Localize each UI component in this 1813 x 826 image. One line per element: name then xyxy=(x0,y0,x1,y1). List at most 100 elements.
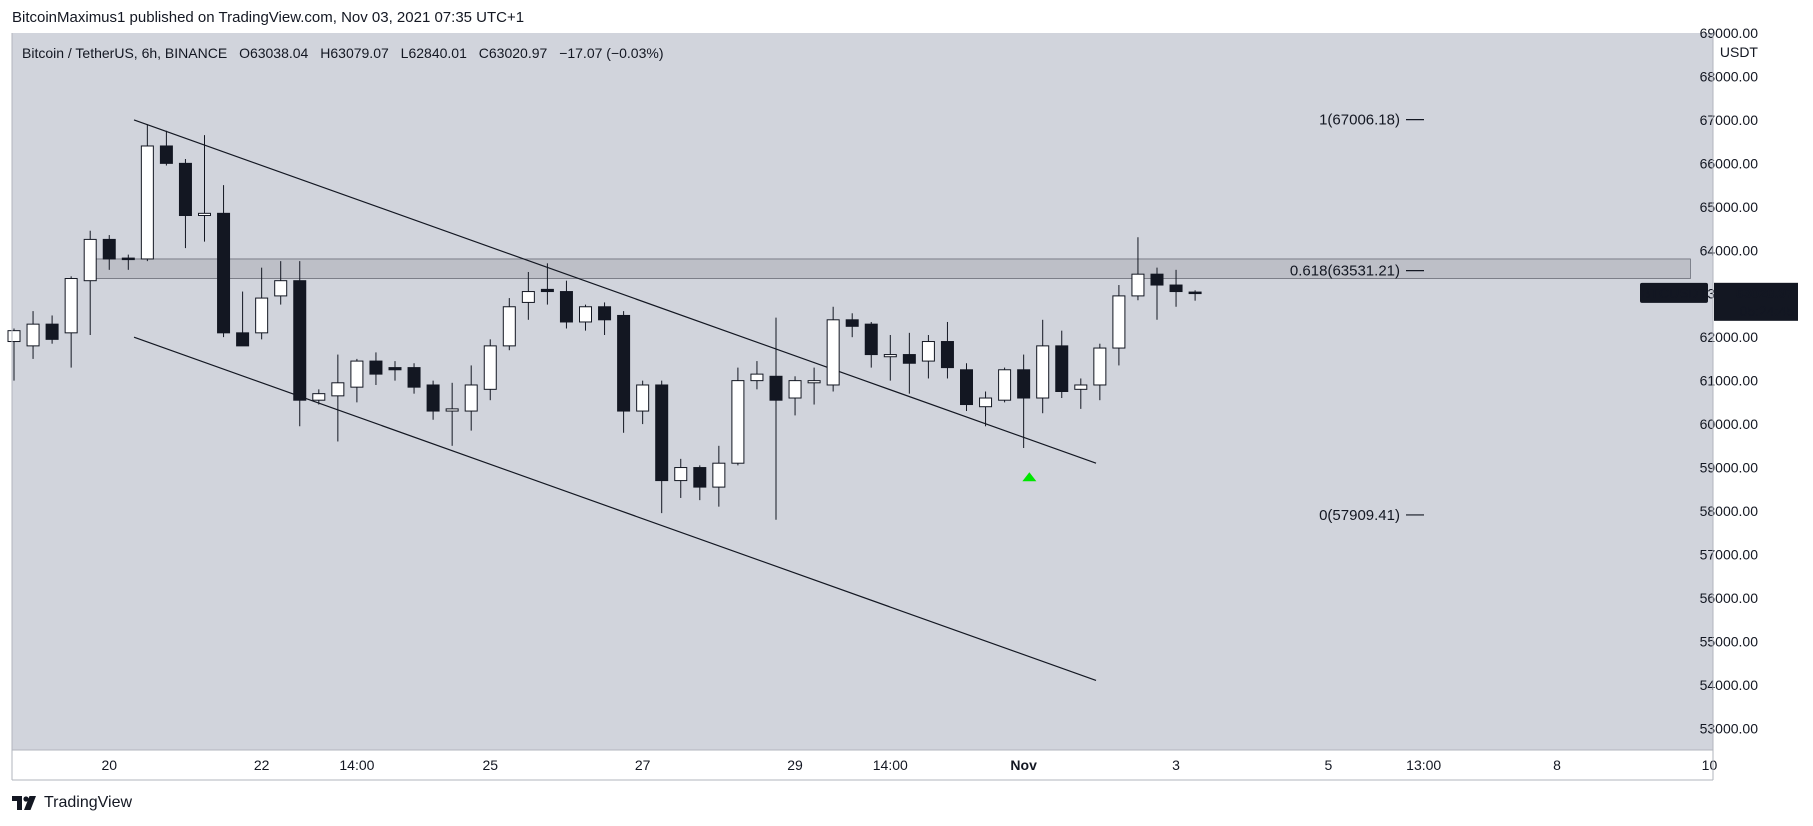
legend-open-label: O xyxy=(239,45,250,61)
candle xyxy=(769,317,783,520)
candle xyxy=(445,382,459,446)
candle-body-down xyxy=(769,375,783,401)
publisher-header: BitcoinMaximus1 published on TradingView… xyxy=(12,9,525,26)
resistance-zone-layer xyxy=(95,258,1691,279)
candle-body-down xyxy=(540,288,554,293)
candle xyxy=(83,230,97,336)
time-tick-label: 14:00 xyxy=(873,757,908,773)
candle xyxy=(331,354,345,442)
resistance-zone xyxy=(95,258,1691,279)
time-tick-label: 8 xyxy=(1553,757,1561,773)
candle-body-up xyxy=(255,297,269,334)
price-tick-label: 68000.00 xyxy=(1700,68,1759,84)
price-label-box xyxy=(1714,282,1798,321)
candle-body-down xyxy=(388,367,402,371)
price-tick-label: 53000.00 xyxy=(1700,720,1759,736)
candle-body-down xyxy=(1150,273,1164,286)
candles-layer xyxy=(7,124,1202,520)
time-tick-label: 27 xyxy=(635,757,651,773)
time-tick-label: Nov xyxy=(1010,757,1037,773)
footer: TradingView xyxy=(12,792,132,814)
fib-level-label: 0(57909.41) xyxy=(1319,507,1400,524)
candle-body-down xyxy=(693,467,707,488)
candle-body-up xyxy=(712,462,726,488)
candle xyxy=(693,465,707,501)
candle-body-up xyxy=(1131,273,1145,297)
candle xyxy=(198,135,211,242)
candle-body-up xyxy=(750,373,764,382)
price-tick-label: 64000.00 xyxy=(1700,242,1759,258)
candle-body-up xyxy=(483,345,497,390)
candle-body-down xyxy=(1169,284,1183,293)
time-tick-label: 22 xyxy=(254,757,270,773)
candle xyxy=(350,358,364,403)
time-tick-label: 25 xyxy=(482,757,498,773)
legend-high-value: 63079.07 xyxy=(330,45,389,61)
candle-body-up xyxy=(1112,295,1126,349)
price-tick-label: 65000.00 xyxy=(1700,199,1759,215)
candle-body-down xyxy=(617,314,631,412)
candle-body-up xyxy=(731,380,745,464)
candle-body-down xyxy=(655,384,669,482)
candle xyxy=(7,328,21,381)
symbol-label: BTCUSDT xyxy=(1641,285,1708,301)
candle xyxy=(45,315,59,344)
candle-body-down xyxy=(902,354,916,364)
candle xyxy=(559,280,573,329)
candle xyxy=(598,302,612,336)
candle xyxy=(521,272,535,320)
price-axis[interactable]: 53000.00 54000.00 55000.00 56000.00 57000.00… xyxy=(1700,25,1759,736)
candle-body-up xyxy=(64,278,78,334)
time-tick-label: 10 xyxy=(1702,757,1718,773)
candle-body-up xyxy=(7,330,21,343)
candle xyxy=(540,263,554,305)
candle xyxy=(1074,378,1088,409)
footer-brand[interactable]: TradingView xyxy=(44,794,133,811)
marker-layer xyxy=(1022,472,1037,482)
time-tick-label: 29 xyxy=(787,757,803,773)
candle-body-up xyxy=(331,382,345,397)
candle-body-up xyxy=(445,408,459,412)
time-tick-label: 20 xyxy=(101,757,117,773)
time-axis[interactable]: 20 22 14:00 25 27 29 14:00 Nov 3 5 13:00 8 10 xyxy=(101,757,1717,773)
candle-body-down xyxy=(45,323,59,340)
legend-symbol: Bitcoin / TetherUS, 6h, BINANCE xyxy=(22,45,227,61)
candle xyxy=(293,261,307,427)
price-tick-label: 69000.00 xyxy=(1700,25,1759,41)
price-tick-label: 56000.00 xyxy=(1700,590,1759,606)
legend-high-label: H xyxy=(320,45,330,61)
price-tick-label: 66000.00 xyxy=(1700,155,1759,171)
candle xyxy=(712,445,726,507)
candle-body-down xyxy=(159,145,173,164)
candle xyxy=(655,380,669,514)
time-tick-label: 3 xyxy=(1172,757,1180,773)
price-tick-label: 61000.00 xyxy=(1700,373,1759,389)
price-label-value: 63020.97 xyxy=(1736,285,1795,301)
candle xyxy=(617,311,631,433)
candle xyxy=(864,321,878,368)
candle xyxy=(1055,330,1069,399)
candle-body-up xyxy=(140,145,154,260)
candle-body-up xyxy=(1036,345,1050,399)
legend-close-value: 63020.97 xyxy=(489,45,548,61)
fib-level: 0.618(63531.21) xyxy=(1290,263,1424,280)
candle-body-up xyxy=(521,291,535,303)
legend-low-label: L xyxy=(401,45,409,61)
candle-body-up xyxy=(312,393,326,401)
candle xyxy=(826,306,840,392)
candle xyxy=(121,254,135,270)
candle xyxy=(807,367,821,405)
candle xyxy=(960,363,973,412)
legend-low-value: 62840.01 xyxy=(408,45,467,61)
candle xyxy=(636,380,650,425)
candle-body-up xyxy=(998,369,1012,401)
candle-body-down xyxy=(236,332,250,347)
candle-body-down xyxy=(1188,291,1202,295)
candle xyxy=(236,291,250,347)
candle xyxy=(217,185,231,338)
candle xyxy=(883,335,897,381)
candle-body-down xyxy=(845,319,859,327)
candle-body-up xyxy=(274,280,288,297)
candle xyxy=(178,159,192,249)
